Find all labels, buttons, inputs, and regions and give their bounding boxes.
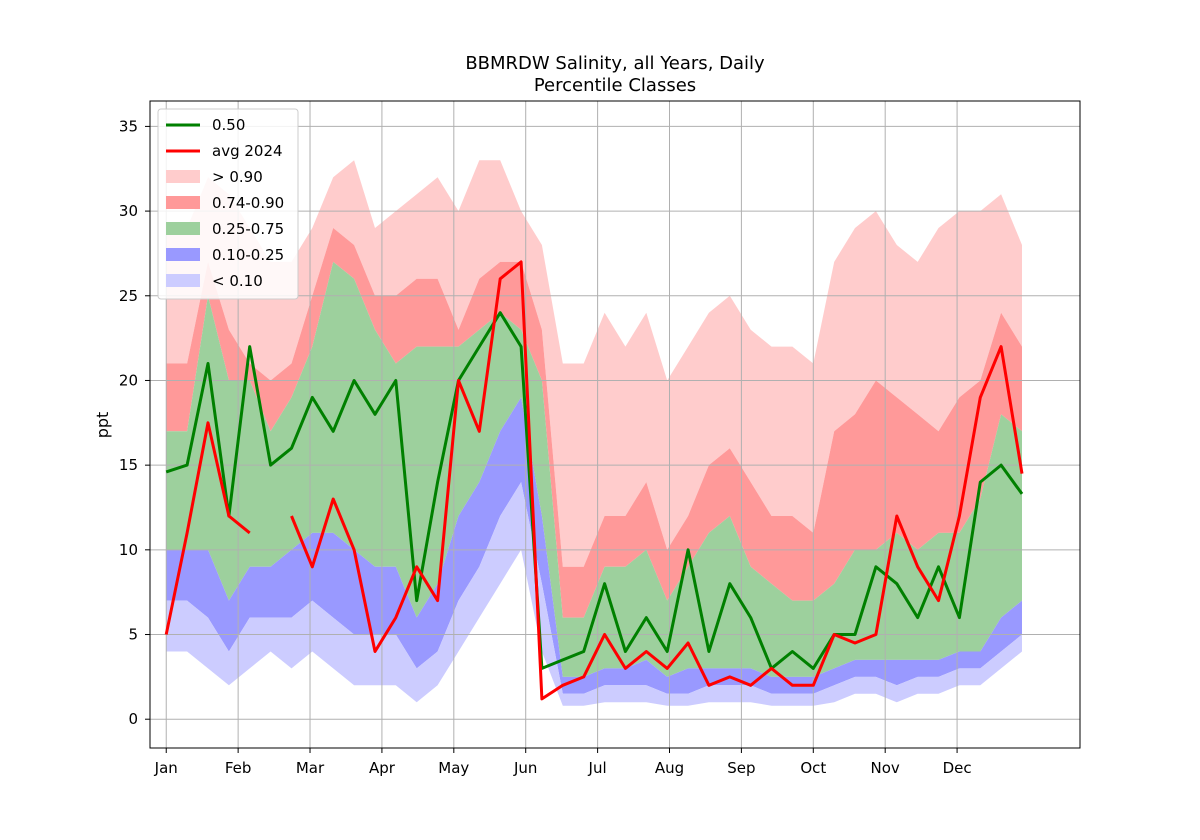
legend-patch-swatch xyxy=(166,274,200,287)
legend: 0.50 avg 2024 > 0.90 0.74-0.90 0.25-0.75 0.10… xyxy=(157,108,299,300)
legend-label: 0.50 xyxy=(212,116,245,134)
legend-label: 0.25-0.75 xyxy=(212,220,284,238)
y-axis-label: ppt xyxy=(93,412,112,439)
y-tick-label: 30 xyxy=(119,202,138,220)
band-0-10-0-25 xyxy=(166,397,1022,694)
x-tick-label: Oct xyxy=(800,759,826,777)
x-tick-label: Feb xyxy=(225,759,252,777)
y-tick-label: 5 xyxy=(128,626,138,644)
median-line xyxy=(165,311,1024,670)
legend-entry: 0.74-0.90 xyxy=(166,194,284,212)
x-tick-label: Aug xyxy=(655,759,684,777)
legend-entry: 0.50 xyxy=(166,116,245,134)
chart-subtitle: Percentile Classes xyxy=(534,75,696,96)
legend-entry: 0.25-0.75 xyxy=(166,220,284,238)
x-tick-label: Apr xyxy=(369,759,396,777)
x-tick-label: Jul xyxy=(588,759,607,777)
y-axis-ticks: 0 5 10 15 20 25 30 35 xyxy=(119,117,150,728)
y-tick-label: 10 xyxy=(119,541,138,559)
legend-label: 0.74-0.90 xyxy=(212,194,284,212)
x-tick-label: Sep xyxy=(727,759,755,777)
y-tick-label: 0 xyxy=(128,710,138,728)
y-tick-label: 15 xyxy=(119,456,138,474)
band-0-25-0-75 xyxy=(166,261,1022,677)
legend-label: avg 2024 xyxy=(212,142,283,160)
avg-2024-line xyxy=(164,260,1024,701)
legend-patch-swatch xyxy=(166,222,200,235)
legend-patch-swatch xyxy=(166,196,200,209)
legend-entry: avg 2024 xyxy=(166,142,283,160)
series-lines xyxy=(164,260,1024,701)
x-tick-label: Jan xyxy=(154,759,178,777)
legend-entry: 0.10-0.25 xyxy=(166,246,284,264)
legend-patch-swatch xyxy=(166,248,200,261)
legend-entry: > 0.90 xyxy=(166,168,263,186)
y-tick-label: 35 xyxy=(119,117,138,135)
x-tick-label: Jun xyxy=(513,759,537,777)
x-axis-ticks: Jan Feb Mar Apr May Jun Jul Aug Sep Oct Nov Dec xyxy=(154,748,972,777)
x-tick-label: May xyxy=(438,759,469,777)
y-tick-label: 25 xyxy=(119,287,138,305)
plot-frame xyxy=(149,100,1081,749)
legend-patch-swatch xyxy=(166,170,200,183)
y-tick-label: 20 xyxy=(119,371,138,389)
legend-label: 0.10-0.25 xyxy=(212,246,284,264)
legend-label: > 0.90 xyxy=(212,168,263,186)
legend-entry: < 0.10 xyxy=(166,272,263,290)
legend-label: < 0.10 xyxy=(212,272,263,290)
band-0-10 xyxy=(166,482,1022,706)
x-tick-label: Dec xyxy=(943,759,972,777)
x-tick-label: Mar xyxy=(296,759,325,777)
x-tick-label: Nov xyxy=(871,759,900,777)
chart-title: BBMRDW Salinity, all Years, Daily xyxy=(465,53,765,74)
band-0-74-0-90 xyxy=(166,228,1022,618)
